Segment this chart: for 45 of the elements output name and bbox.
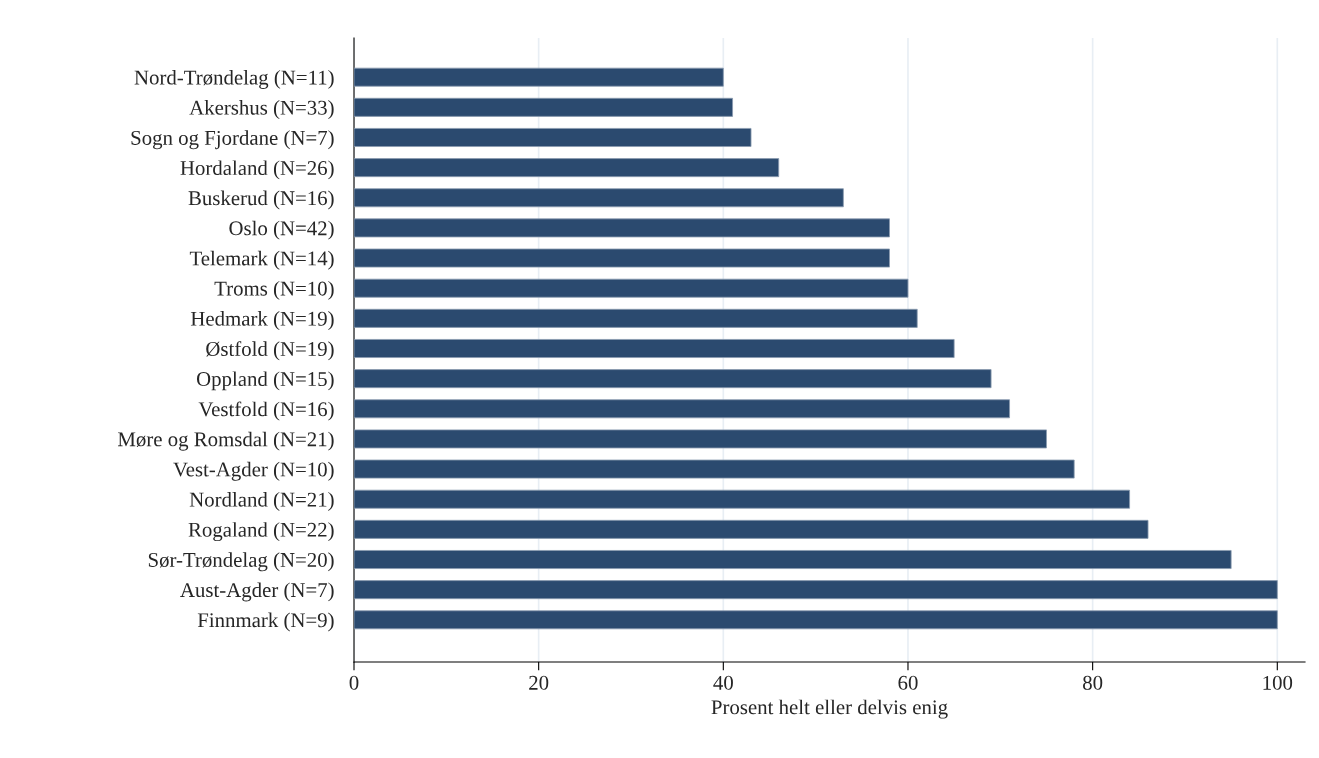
y-tick-label: Hedmark (N=19) [190, 311, 334, 331]
x-tick-label: 60 [898, 675, 918, 690]
y-tick-label: Vestfold (N=16) [198, 401, 334, 421]
x-tick-label: 0 [349, 675, 359, 690]
bar [354, 459, 1075, 479]
bar [354, 550, 1232, 569]
y-tick-label: Oslo (N=42) [229, 220, 334, 240]
y-tick-label: Finnmark (N=9) [197, 612, 334, 632]
bar [354, 399, 1010, 419]
y-tick-label: Buskerud (N=16) [188, 190, 334, 210]
y-tick-label: Rogaland (N=22) [188, 522, 334, 542]
y-tick-label: Nordland (N=21) [189, 491, 334, 511]
bar [354, 580, 1278, 600]
bar [354, 188, 844, 208]
y-tick-label: Nord-Trøndelag (N=11) [134, 69, 334, 89]
bar [354, 429, 1047, 449]
x-axis-title: Prosent helt eller delvis enig [711, 699, 948, 719]
bar [354, 369, 992, 389]
y-tick-label: Troms (N=10) [214, 280, 334, 300]
y-tick-label: Sør-Trøndelag (N=20) [148, 552, 334, 572]
bar [354, 158, 780, 178]
x-tick-label: 40 [713, 675, 733, 690]
bar [354, 128, 752, 147]
bar [354, 339, 955, 358]
bar [354, 218, 890, 238]
y-tick-label: Sogn og Fjordane (N=7) [131, 130, 334, 150]
y-tick-label: Møre og Romsdal (N=21) [117, 431, 334, 451]
x-tick-label: 20 [529, 675, 549, 690]
y-tick-label: Aust-Agder (N=7) [180, 582, 334, 602]
y-tick-label: Oppland (N=15) [196, 371, 334, 391]
bar [354, 97, 733, 117]
bar [354, 67, 724, 87]
bar [354, 610, 1278, 630]
x-tick-label: 80 [1083, 675, 1103, 690]
bar [354, 308, 918, 328]
y-tick-label: Telemark (N=14) [189, 250, 334, 270]
bar [354, 248, 890, 268]
bar [354, 489, 1130, 509]
bar [354, 519, 1149, 539]
y-tick-label: Hordaland (N=26) [180, 160, 334, 180]
y-tick-label: Akershus (N=33) [189, 100, 334, 119]
y-tick-label: Østfold (N=19) [206, 341, 334, 361]
y-tick-label: Vest-Agder (N=10) [173, 461, 334, 481]
x-tick-label: 100 [1263, 675, 1293, 690]
bar [354, 278, 909, 298]
